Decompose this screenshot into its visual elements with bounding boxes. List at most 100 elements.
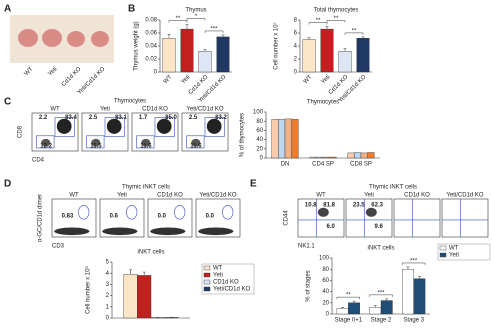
cell-cloud	[56, 118, 72, 134]
y-tick-label: 80	[256, 119, 263, 125]
gate	[104, 117, 125, 137]
cell-cloud	[54, 227, 90, 236]
gate	[86, 135, 105, 149]
gate	[442, 199, 488, 237]
bar	[402, 269, 414, 315]
gate-percentage: 0.6	[110, 214, 119, 220]
flow-plot-label: Yeti/CD1d KO	[199, 193, 236, 199]
photo-label: Yeti	[47, 66, 58, 77]
y-tick-label: 40	[256, 137, 263, 143]
y-tick-label: 80	[322, 267, 329, 273]
significance-bracket	[204, 30, 224, 33]
y-tick-label: 0	[106, 316, 110, 322]
gate-percentage: 0.0	[206, 214, 215, 220]
gate-percentage: 83.2	[215, 115, 227, 121]
legend-label: CD1d KO	[213, 280, 239, 286]
gate-percentage: 83.1	[115, 115, 127, 121]
cell-cloud	[156, 118, 172, 134]
flow-title: Thymic iNKT cells	[122, 185, 170, 191]
gate-percentage: 2.2	[39, 115, 48, 121]
flow-plot-label: CD1d KO	[142, 107, 168, 113]
x-tick-label: WT	[163, 74, 174, 85]
gate-percentage: 85.0	[165, 115, 177, 121]
error-bar	[373, 305, 377, 308]
flow-plot-label: Yeti	[117, 193, 127, 199]
legend-swatch	[439, 252, 447, 258]
bar	[150, 317, 165, 319]
x-tick-label: WT	[303, 74, 314, 85]
gate	[36, 135, 55, 149]
bar	[347, 152, 355, 159]
gate	[346, 199, 392, 237]
error-bar	[343, 48, 347, 52]
bar	[322, 156, 330, 159]
error-bar	[203, 49, 207, 52]
legend-label: Yeti	[449, 253, 459, 259]
gate-percentage: 0.0	[158, 214, 167, 220]
legend-box	[201, 263, 255, 295]
bar	[348, 302, 360, 315]
flow-plot-label: Yeti	[364, 193, 374, 199]
bar	[216, 36, 230, 73]
y-tick-label: 3	[106, 282, 110, 288]
y-axis-label: Thymus weight (g)	[134, 21, 140, 70]
flow-y-label: CD44	[284, 210, 290, 226]
legend-label: WT	[213, 266, 223, 272]
bar	[413, 278, 426, 315]
y-tick-label: 0.02	[145, 57, 157, 63]
gate	[222, 205, 234, 220]
error-bar	[341, 307, 345, 309]
significance-bracket	[344, 32, 364, 35]
legend-swatch	[203, 265, 211, 271]
significance-label: **	[352, 28, 357, 34]
flow-plot-label: CD1d KO	[157, 193, 183, 199]
flow-plot-label: CD1d KO	[404, 193, 430, 199]
y-tick-label: 0.06	[145, 31, 157, 37]
cell-cloud	[206, 118, 222, 134]
gate	[174, 205, 186, 220]
y-tick-label: 5	[106, 260, 110, 266]
legend-swatch	[439, 245, 447, 251]
flow-x-label: NK1.1	[298, 244, 315, 250]
significance-bracket	[336, 296, 361, 300]
bar	[354, 152, 362, 159]
legend-label: Yeti/CD1d KO	[213, 287, 250, 293]
gate-percentage: 9.6	[375, 224, 384, 230]
significance-bracket	[401, 262, 426, 265]
gate-percentage: 12.2	[40, 143, 52, 149]
gate-percentage: 11.5	[90, 143, 102, 149]
y-tick-label: 60	[256, 128, 263, 134]
flow-title: Thymocytes	[114, 99, 146, 105]
gate	[54, 117, 75, 137]
y-tick-label: 20	[322, 300, 329, 306]
error-bar	[167, 34, 171, 39]
y-tick-label: 0	[154, 70, 158, 76]
bar	[198, 51, 212, 73]
cell-cloud	[198, 227, 234, 236]
gate	[186, 135, 205, 149]
photo-label: Cd1d KO	[61, 66, 83, 88]
bar	[338, 51, 352, 73]
cell-cloud	[106, 118, 122, 134]
photo-label: WT	[24, 66, 35, 77]
bar	[302, 39, 316, 73]
bar	[180, 28, 194, 73]
bar	[336, 308, 349, 315]
y-tick-label: 0	[260, 156, 264, 162]
gate-percentage: 11.6	[190, 143, 202, 149]
gate-percentage: 11.6	[140, 143, 152, 149]
chart-title: Thymus	[185, 8, 206, 14]
gate-percentage: 1.7	[139, 115, 148, 121]
error-bar	[385, 298, 389, 301]
y-tick-label: 100	[319, 256, 330, 262]
bar	[360, 152, 368, 159]
flow-plot-frame	[393, 198, 441, 238]
error-bar	[129, 269, 133, 275]
gate	[126, 205, 138, 220]
y-tick-label: 0	[294, 70, 298, 76]
bar	[380, 300, 393, 315]
gate	[394, 199, 440, 237]
significance-label: **	[346, 293, 351, 299]
y-axis-label: Cell number x 10⁷	[273, 22, 280, 70]
